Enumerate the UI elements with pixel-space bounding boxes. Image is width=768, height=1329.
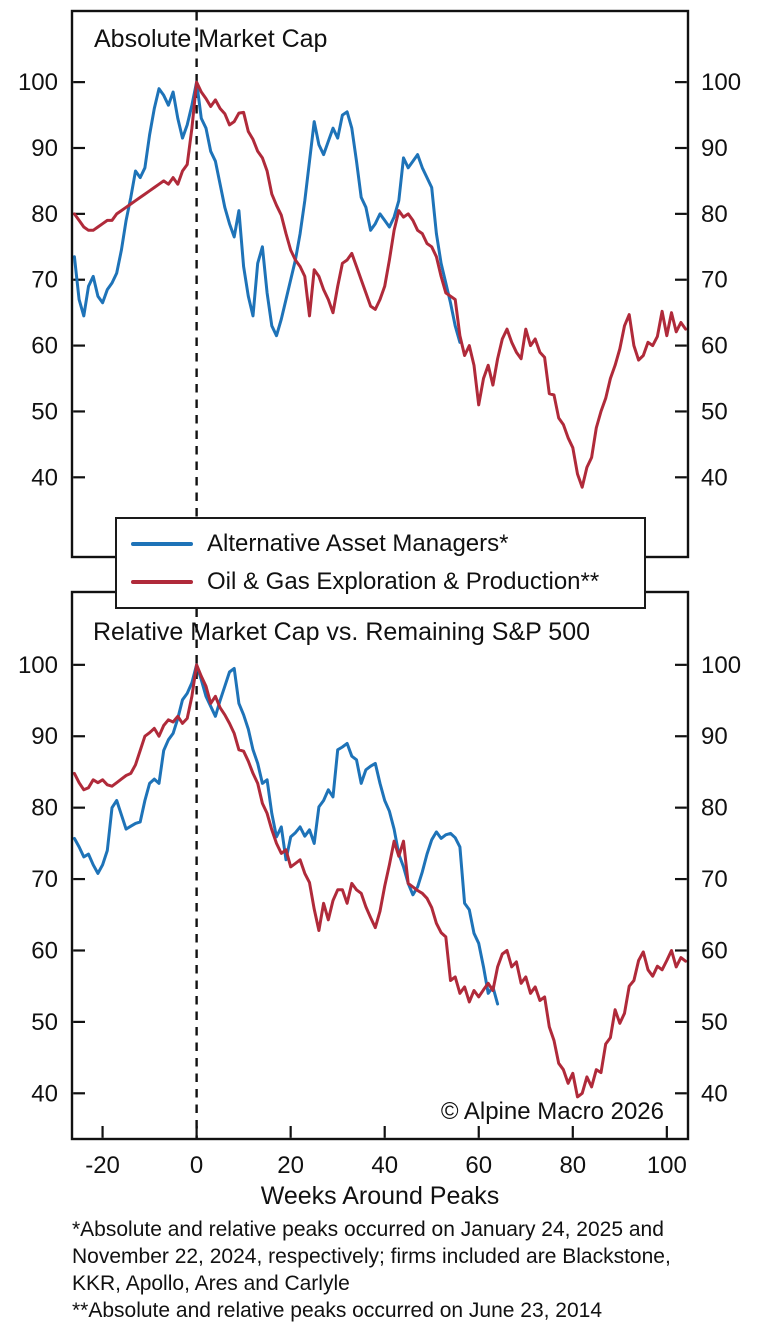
panel-absolute: 40 40 50 50 60 60 70 70 80 80 90 90 100 100: [18, 9, 741, 559]
y-tick-label-left: 40: [31, 464, 58, 491]
x-tick-label: 40: [371, 1152, 398, 1179]
series-line-oil-gas: [72, 80, 688, 489]
plot-border: [70, 590, 690, 1141]
x-axis-label: Weeks Around Peaks: [260, 1182, 500, 1210]
x-tick-label: 60: [465, 1152, 492, 1179]
y-tick-label-left: 60: [31, 333, 58, 360]
legend-item-alternative-asset-managers: Alternative Asset Managers*: [117, 530, 644, 558]
y-tick-label-left: 70: [31, 267, 58, 294]
x-tick-label: 80: [559, 1152, 586, 1179]
panel-title-absolute: Absolute Market Cap: [94, 25, 328, 53]
x-tick-label: 20: [277, 1152, 304, 1179]
legend-line-sample-blue: [131, 541, 193, 546]
y-tick-label-right: 70: [701, 267, 728, 294]
y-tick-label-left: 50: [31, 1009, 58, 1036]
y-tick-label-right: 50: [701, 1009, 728, 1036]
legend-item-oil-gas: Oil & Gas Exploration & Production**: [117, 568, 644, 596]
y-tick-label-right: 100: [701, 652, 741, 679]
legend-label: Alternative Asset Managers*: [207, 529, 509, 557]
y-tick-label-right: 60: [701, 937, 728, 964]
footnote-line: **Absolute and relative peaks occurred o…: [72, 1299, 603, 1322]
y-tick-label-right: 60: [701, 333, 728, 360]
y-tick-label-right: 90: [701, 135, 728, 162]
footnote-line: KKR, Apollo, Ares and Carlyle: [72, 1272, 350, 1295]
y-tick-label-left: 100: [18, 69, 58, 96]
legend-label: Oil & Gas Exploration & Production**: [207, 568, 600, 596]
footnotes: *Absolute and relative peaks occurred on…: [72, 1216, 742, 1324]
y-tick-label-left: 90: [31, 135, 58, 162]
y-tick-label-right: 100: [701, 69, 741, 96]
y-tick-label-right: 80: [701, 795, 728, 822]
plot-border: [70, 9, 690, 559]
x-tick-label: 100: [647, 1152, 687, 1179]
y-tick-label-left: 60: [31, 937, 58, 964]
x-tick-label: 0: [190, 1152, 203, 1179]
y-tick-label-left: 80: [31, 795, 58, 822]
footnote-line: November 22, 2024, respectively; firms i…: [72, 1245, 671, 1268]
y-tick-label-left: 50: [31, 398, 58, 425]
footnote-line: *Absolute and relative peaks occurred on…: [72, 1218, 664, 1241]
panel-relative: 40 40 50 50 60 60 70 70 80 80 90 90 100 100 -20 0 20 40 60…: [18, 590, 741, 1179]
copyright-note: © Alpine Macro 2026: [440, 1098, 664, 1125]
series-line-alternative-asset-managers: [72, 663, 500, 1006]
y-tick-label-right: 90: [701, 723, 728, 750]
y-tick-label-right: 40: [701, 464, 728, 491]
y-tick-label-left: 100: [18, 652, 58, 679]
legend-line-sample-red: [131, 580, 193, 585]
y-tick-label-right: 70: [701, 866, 728, 893]
series-line-oil-gas: [72, 663, 688, 1099]
x-tick-label: -20: [85, 1152, 120, 1179]
panel-title-relative: Relative Market Cap vs. Remaining S&P 50…: [93, 618, 590, 646]
y-tick-label-right: 80: [701, 201, 728, 228]
y-tick-label-left: 40: [31, 1080, 58, 1107]
y-tick-label-right: 50: [701, 398, 728, 425]
y-tick-label-right: 40: [701, 1080, 728, 1107]
y-tick-label-left: 80: [31, 201, 58, 228]
legend: Alternative Asset Managers* Oil & Gas Ex…: [115, 517, 646, 609]
y-tick-label-left: 70: [31, 866, 58, 893]
y-tick-label-left: 90: [31, 723, 58, 750]
series-line-alternative-asset-managers: [72, 80, 462, 344]
